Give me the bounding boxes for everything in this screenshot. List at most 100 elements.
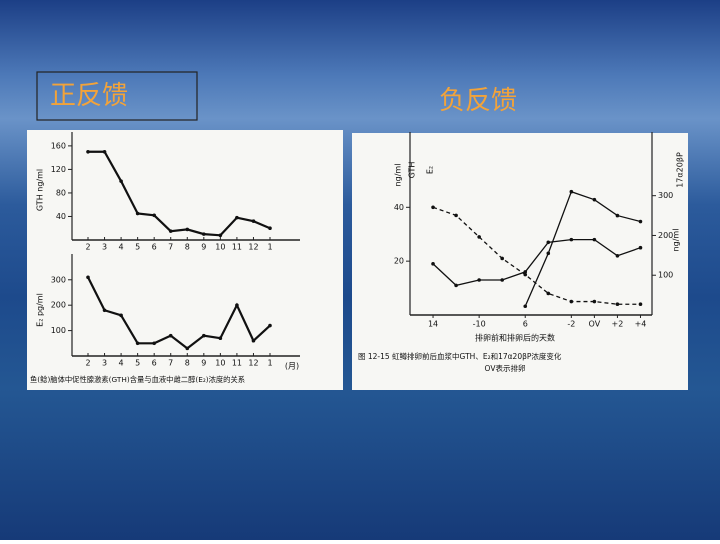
point xyxy=(638,302,643,307)
legend-label: E₂ xyxy=(426,166,435,174)
x-tick-label: 4 xyxy=(119,243,124,252)
x-tick-label: 8 xyxy=(185,359,190,368)
x-tick-label: +2 xyxy=(612,320,624,329)
point xyxy=(218,233,223,238)
x-tick-label: 1 xyxy=(267,359,272,368)
x-tick-label: 14 xyxy=(428,320,438,329)
y-tick-label: 120 xyxy=(51,165,66,174)
x-tick-label: 9 xyxy=(201,359,206,368)
point xyxy=(546,251,551,256)
point xyxy=(592,237,597,242)
point xyxy=(615,253,620,258)
x-tick-label: 7 xyxy=(168,243,173,252)
y-tick-label: 20 xyxy=(394,257,404,266)
point xyxy=(202,232,206,236)
point xyxy=(431,262,435,266)
x-tick-label: 10 xyxy=(215,243,225,252)
x-tick-label: 3 xyxy=(102,359,107,368)
caption: 鱼(鲶)脑体中促性腺激素(GTH)含量与血液中雌二醇(E₂)浓度的关系 xyxy=(30,375,245,384)
point xyxy=(569,189,574,194)
series-line xyxy=(524,190,641,307)
y-axis-label: ng/ml xyxy=(394,164,403,187)
y-tick-label: 100 xyxy=(51,326,66,335)
point xyxy=(638,219,643,224)
point xyxy=(119,313,123,318)
point xyxy=(102,149,107,154)
y-tick-label: 300 xyxy=(51,275,66,284)
point xyxy=(119,179,123,183)
x-tick-label: 2 xyxy=(85,243,90,252)
y-axis-label: GTH ng/ml xyxy=(36,169,45,211)
y-tick-label: 80 xyxy=(56,188,66,197)
x-axis-label: 排卵前和排卵后的天数 xyxy=(475,333,555,343)
point xyxy=(86,275,90,280)
point xyxy=(500,256,504,261)
y2-tick-label: 100 xyxy=(658,271,673,280)
series-line xyxy=(87,276,271,350)
legend-label: 17α20βP xyxy=(676,152,685,188)
point xyxy=(477,278,481,282)
title-box xyxy=(36,71,198,121)
point xyxy=(135,341,140,346)
point xyxy=(152,341,156,346)
title-right: 负反馈 xyxy=(439,86,517,116)
x-tick-label: -10 xyxy=(473,320,486,329)
point xyxy=(268,226,272,231)
x-tick-label: 4 xyxy=(119,359,124,368)
x-tick-label: 7 xyxy=(168,359,173,368)
point xyxy=(168,229,173,233)
x-tick-label: 12 xyxy=(248,359,258,368)
point xyxy=(202,333,206,338)
x-tick-label: 8 xyxy=(185,243,190,252)
x-tick-label: 10 xyxy=(215,359,225,368)
x-tick-label: 3 xyxy=(102,243,107,252)
point xyxy=(615,302,620,307)
point xyxy=(592,299,597,304)
point xyxy=(168,333,173,338)
point xyxy=(592,197,597,202)
point xyxy=(152,213,156,218)
x-tick-label: 12 xyxy=(248,243,258,252)
x-tick-label: OV xyxy=(589,320,601,329)
point xyxy=(638,245,643,250)
point xyxy=(454,283,458,288)
point xyxy=(546,291,551,296)
x-tick-label: 1 xyxy=(267,243,272,252)
y2-axis-label: ng/ml xyxy=(672,229,681,252)
point xyxy=(251,338,256,343)
y-axis-label: E₂ pg/ml xyxy=(36,293,45,327)
point xyxy=(86,149,90,154)
y-tick-label: 40 xyxy=(394,203,404,212)
point xyxy=(523,304,528,309)
point xyxy=(235,303,239,307)
y-tick-label: 40 xyxy=(56,212,66,221)
point xyxy=(454,213,458,218)
x-tick-label: 11 xyxy=(232,359,242,368)
caption: OV表示排卵 xyxy=(485,363,526,373)
y2-tick-label: 300 xyxy=(658,191,673,200)
title-left: 正反馈 xyxy=(50,81,128,111)
point xyxy=(615,213,620,218)
x-tick-label: 11 xyxy=(232,243,242,252)
x-tick-label: 6 xyxy=(523,320,528,329)
x-tick-label: 5 xyxy=(135,243,140,252)
x-tick-label: 2 xyxy=(85,359,90,368)
point xyxy=(235,215,239,220)
figure-left xyxy=(27,130,343,390)
point xyxy=(523,272,528,277)
point xyxy=(477,235,481,239)
point xyxy=(102,308,107,313)
caption: 图 12-15 虹鳟排卵前后血浆中GTH、E₂和17α20βP浓度变化 xyxy=(358,351,562,361)
point xyxy=(185,346,190,351)
point xyxy=(431,205,435,210)
x-tick-label: -2 xyxy=(567,320,575,329)
x-tick-label: +4 xyxy=(635,320,647,329)
x-tick-label: 5 xyxy=(135,359,140,368)
series-line xyxy=(88,150,271,237)
x-tick-label: 6 xyxy=(152,359,157,368)
point xyxy=(569,237,574,242)
point xyxy=(185,227,190,232)
y-tick-label: 160 xyxy=(51,141,66,150)
